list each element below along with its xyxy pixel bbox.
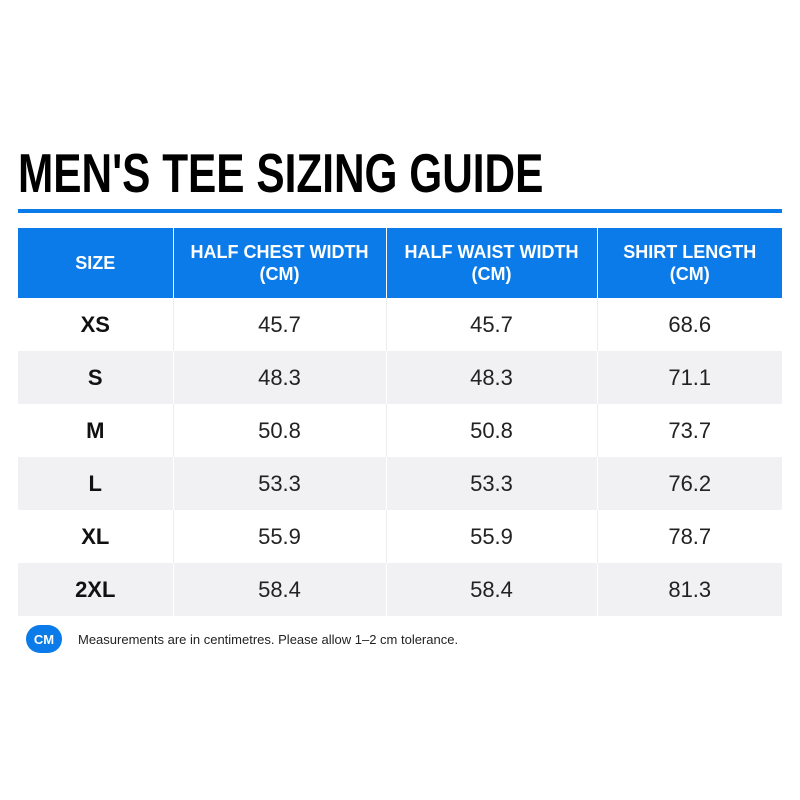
size-cell: XS: [18, 298, 174, 351]
cm-badge: CM: [26, 625, 62, 653]
header-shirt-length: SHIRT LENGTH (CM): [597, 228, 782, 298]
table-row: S 48.3 48.3 71.1: [18, 351, 782, 404]
header-size: SIZE: [18, 228, 174, 298]
size-cell: XL: [18, 510, 174, 563]
length-cell: 73.7: [597, 404, 782, 457]
size-cell: L: [18, 457, 174, 510]
note-text: Measurements are in centimetres. Please …: [78, 631, 459, 647]
table-row: XS 45.7 45.7 68.6: [18, 298, 782, 351]
length-cell: 71.1: [597, 351, 782, 404]
header-chest-label: HALF CHEST WIDTH: [190, 242, 369, 262]
header-length-label: SHIRT LENGTH: [623, 242, 757, 262]
chest-cell: 50.8: [173, 404, 387, 457]
chest-cell: 48.3: [173, 351, 387, 404]
length-cell: 78.7: [597, 510, 782, 563]
header-length-unit: (CM): [669, 264, 710, 284]
table-row: 2XL 58.4 58.4 81.3: [18, 563, 782, 616]
page-title: MEN'S TEE SIZING GUIDE: [18, 142, 544, 204]
waist-cell: 53.3: [386, 457, 598, 510]
header-waist-label: HALF WAIST WIDTH: [404, 242, 579, 262]
chest-cell: 58.4: [173, 563, 387, 616]
header-half-waist-width: HALF WAIST WIDTH (CM): [386, 228, 598, 298]
header-half-chest-width: HALF CHEST WIDTH (CM): [173, 228, 387, 298]
table-row: L 53.3 53.3 76.2: [18, 457, 782, 510]
table-row: M 50.8 50.8 73.7: [18, 404, 782, 457]
waist-cell: 58.4: [386, 563, 598, 616]
waist-cell: 48.3: [386, 351, 598, 404]
header-chest-unit: (CM): [259, 264, 300, 284]
chest-cell: 45.7: [173, 298, 387, 351]
size-cell: 2XL: [18, 563, 174, 616]
chest-cell: 53.3: [173, 457, 387, 510]
waist-cell: 45.7: [386, 298, 598, 351]
size-cell: M: [18, 404, 174, 457]
header-waist-unit: (CM): [471, 264, 512, 284]
header-size-label: SIZE: [75, 253, 116, 273]
chest-cell: 55.9: [173, 510, 387, 563]
header-row: SIZE HALF CHEST WIDTH (CM) HALF WAIST WI…: [18, 228, 782, 298]
measurement-note: CM Measurements are in centimetres. Plea…: [26, 625, 458, 653]
sizing-table: SIZE HALF CHEST WIDTH (CM) HALF WAIST WI…: [18, 228, 782, 616]
length-cell: 68.6: [597, 298, 782, 351]
length-cell: 76.2: [597, 457, 782, 510]
title-underline: [18, 209, 782, 213]
waist-cell: 50.8: [386, 404, 598, 457]
waist-cell: 55.9: [386, 510, 598, 563]
table-row: XL 55.9 55.9 78.7: [18, 510, 782, 563]
length-cell: 81.3: [597, 563, 782, 616]
size-cell: S: [18, 351, 174, 404]
